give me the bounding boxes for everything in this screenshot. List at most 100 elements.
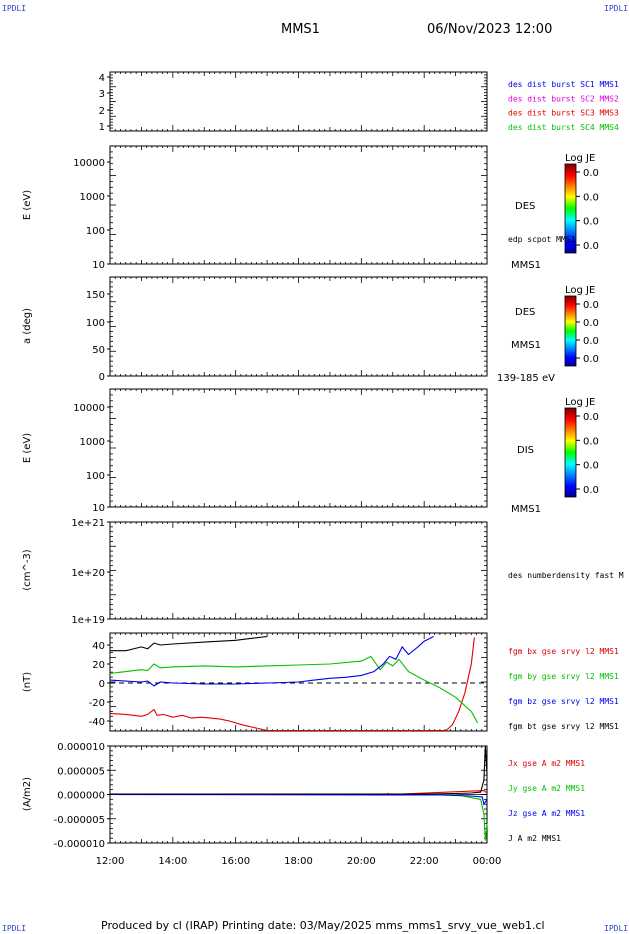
y-tick-label-des_pitch: 0 xyxy=(99,372,105,383)
series-bfield-fgm-bt xyxy=(110,635,268,652)
colorbar-tick-label-des_energy: 0.0 xyxy=(583,168,599,179)
des-pitch-label: DES xyxy=(515,307,535,318)
y-tick-label-current: 0.000000 xyxy=(57,791,105,802)
legend-bfield-entry: fgm bx gse srvy l2 MMS1 xyxy=(508,647,619,656)
y-tick-label-des_pitch: 100 xyxy=(86,318,105,329)
time-axis-label: 12:00 xyxy=(96,856,125,867)
y-axis-title-density: (cm^-3) xyxy=(22,549,33,590)
colorbar-des_pitch xyxy=(564,295,577,367)
des-pitch-sc-label: MMS1 xyxy=(511,340,541,351)
y-axis-title-current: (A/m2) xyxy=(22,777,33,811)
time-axis-label: 20:00 xyxy=(347,856,376,867)
legend-current-entry: Jx gse A m2 MMS1 xyxy=(508,759,585,768)
y-axis-title-dis_energy: E (eV) xyxy=(22,433,33,463)
y-tick-label-burst: 2 xyxy=(99,106,105,117)
y-tick-label-des_energy: 1000 xyxy=(80,192,105,203)
y-axis-title-des_pitch: a (deg) xyxy=(22,308,33,344)
plot-date: 06/Nov/2023 12:00 xyxy=(427,22,553,37)
des-energy-label: DES xyxy=(515,201,535,212)
series-bfield-fgm-bx xyxy=(109,637,475,732)
edp-scpot-label: edp scpot MMS1 xyxy=(508,235,576,244)
y-tick-label-bfield: -40 xyxy=(89,717,105,728)
y-tick-label-burst: 3 xyxy=(99,89,105,100)
colorbar-tick-label-des_pitch: 0.0 xyxy=(583,354,599,365)
y-tick-label-burst: 4 xyxy=(99,73,105,84)
colorbar-title-dis_energy: Log JE xyxy=(565,397,595,408)
time-axis-label: 00:00 xyxy=(473,856,502,867)
colorbar-tick-label-des_energy: 0.0 xyxy=(583,241,599,252)
y-tick-label-des_energy: 10000 xyxy=(73,158,105,169)
panel-frame-dis_energy xyxy=(109,388,488,508)
colorbar-tick-label-dis_energy: 0.0 xyxy=(583,485,599,496)
y-tick-label-dis_energy: 1000 xyxy=(80,437,105,448)
legend-current-entry: J A m2 MMS1 xyxy=(508,834,561,843)
panel-frame-des_pitch xyxy=(109,276,488,377)
panel-frame-des_energy xyxy=(109,145,488,265)
legend-burst-entry: des dist burst SC2 MMS2 xyxy=(508,94,619,103)
y-tick-label-density: 1e+20 xyxy=(71,568,105,579)
y-tick-label-des_pitch: 150 xyxy=(86,290,105,301)
corner-mark-top-left: IPDLI xyxy=(2,4,27,13)
y-tick-label-density: 1e+21 xyxy=(71,518,105,529)
colorbar-tick-label-des_pitch: 0.0 xyxy=(583,336,599,347)
panel-frame-burst xyxy=(109,71,488,132)
colorbar-tick-label-des_energy: 0.0 xyxy=(583,217,599,228)
colorbar-tick-label-dis_energy: 0.0 xyxy=(583,436,599,447)
time-axis-label: 18:00 xyxy=(284,856,313,867)
colorbar-title-des_energy: Log JE xyxy=(565,153,595,164)
des-energy-sc-label: MMS1 xyxy=(511,260,541,271)
density-legend: des numberdensity fast M xyxy=(508,571,624,580)
legend-burst-entry: des dist burst SC1 MMS1 xyxy=(508,80,619,89)
colorbar-tick-label-des_pitch: 0.0 xyxy=(583,300,599,311)
y-axis-title-bfield: (nT) xyxy=(22,672,33,692)
y-tick-label-burst: 1 xyxy=(99,122,105,133)
time-axis-label: 22:00 xyxy=(410,856,439,867)
y-tick-label-bfield: 40 xyxy=(92,641,105,652)
colorbar-tick-label-des_pitch: 0.0 xyxy=(583,318,599,329)
y-tick-label-des_pitch: 50 xyxy=(92,345,105,356)
y-axis-title-des_energy: E (eV) xyxy=(22,190,33,220)
colorbar-tick-label-dis_energy: 0.0 xyxy=(583,461,599,472)
series-current-Jz-gse xyxy=(109,793,488,806)
dis-energy-sc-label: MMS1 xyxy=(511,504,541,515)
y-tick-label-bfield: -20 xyxy=(89,698,105,709)
y-tick-label-current: -0.000005 xyxy=(54,815,105,826)
series-current-J-A xyxy=(110,745,488,795)
series-bfield-fgm-bz xyxy=(109,636,434,687)
y-tick-label-dis_energy: 10000 xyxy=(73,403,105,414)
series-bfield-fgm-by xyxy=(109,655,479,724)
spacecraft-title: MMS1 xyxy=(281,22,320,37)
colorbar-dis_energy xyxy=(564,407,577,498)
y-tick-label-des_energy: 100 xyxy=(86,226,105,237)
y-tick-label-bfield: 0 xyxy=(99,679,105,690)
corner-mark-bottom-right: IPDLI xyxy=(604,924,629,933)
legend-burst-entry: des dist burst SC4 MMS4 xyxy=(508,123,619,132)
panel-frame-density xyxy=(109,521,488,620)
legend-burst-entry: des dist burst SC3 MMS3 xyxy=(508,109,619,118)
legend-bfield-entry: fgm bz gse srvy l2 MMS1 xyxy=(508,697,619,706)
y-tick-label-bfield: 20 xyxy=(92,660,105,671)
colorbar-tick-label-des_energy: 0.0 xyxy=(583,192,599,203)
colorbar-title-des_pitch: Log JE xyxy=(565,285,595,296)
legend-current-entry: Jy gse A m2 MMS1 xyxy=(508,784,585,793)
time-axis-label: 16:00 xyxy=(221,856,250,867)
colorbar-tick-label-dis_energy: 0.0 xyxy=(583,412,599,423)
legend-current-entry: Jz gse A m2 MMS1 xyxy=(508,809,585,818)
colorbar-des_energy xyxy=(564,163,577,254)
footer-text: Produced by cl (IRAP) Printing date: 03/… xyxy=(101,919,545,932)
y-tick-label-density: 1e+19 xyxy=(71,615,105,626)
y-tick-label-dis_energy: 10 xyxy=(92,503,105,514)
legend-bfield-entry: fgm bt gse srvy l2 MMS1 xyxy=(508,722,619,731)
des-pitch-energy-range: 139-185 eV xyxy=(497,373,555,384)
series-current-Jy-gse xyxy=(110,793,488,841)
y-tick-label-current: -0.000010 xyxy=(54,839,105,850)
y-tick-label-current: 0.000010 xyxy=(57,742,105,753)
y-tick-label-des_energy: 10 xyxy=(92,260,105,271)
y-tick-label-dis_energy: 100 xyxy=(86,471,105,482)
dis-energy-label: DIS xyxy=(517,445,534,456)
corner-mark-bottom-left: IPDLI xyxy=(2,924,27,933)
corner-mark-top-right: IPDLI xyxy=(604,4,629,13)
legend-bfield-entry: fgm by gse srvy l2 MMS1 xyxy=(508,672,619,681)
y-tick-label-current: 0.000005 xyxy=(57,766,105,777)
